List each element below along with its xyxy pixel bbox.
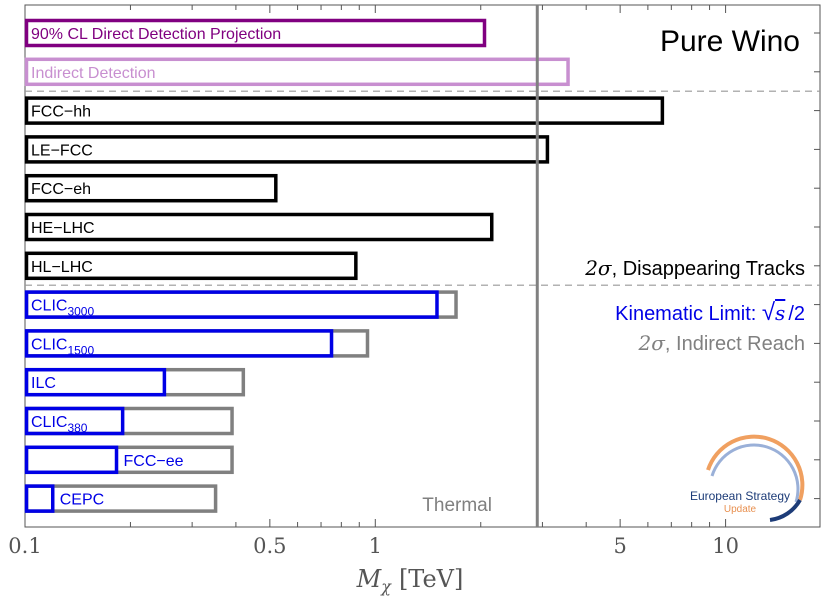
legend-kinematic-s: s: [775, 301, 785, 325]
x-axis-unit: [TeV]: [399, 565, 463, 593]
legend-kinematic-limit: Kinematic Limit: √s/2: [615, 299, 805, 326]
bar: [24, 367, 167, 397]
bar: [24, 484, 55, 513]
legend-kinematic-tail: /2: [788, 303, 805, 325]
x-tick-label: 0.5: [253, 534, 286, 558]
bar-label: FCC−eh: [31, 181, 91, 198]
logo-arc-navy: [769, 498, 802, 522]
bar-label: ILC: [31, 375, 56, 392]
indirect-reach-bar: [24, 484, 218, 513]
bar-label: CLIC3000: [31, 298, 94, 319]
bar: [24, 251, 358, 281]
bar-label: HL−LHC: [31, 259, 93, 276]
bar-label: CLIC1500: [31, 336, 94, 357]
legend-indirect-reach: 2σ, Indirect Reach: [638, 331, 805, 355]
bar-label: HE−LHC: [31, 220, 95, 237]
x-tick-label: 0.1: [8, 534, 41, 558]
bar: [24, 329, 334, 358]
bar: [24, 173, 278, 203]
bar: [24, 445, 119, 475]
indirect-reach-bar: [24, 367, 246, 397]
bar: [24, 290, 439, 319]
legend-disappearing-text: , Disappearing Tracks: [612, 258, 805, 280]
bar: [24, 406, 125, 436]
watermark-title: European Strategy: [690, 489, 790, 503]
plot-area: 0.1 0.5 1 5 10 90% CL Direct Detection Projec…: [8, 4, 821, 558]
bar: [24, 96, 665, 125]
x-tick-label: 1: [369, 534, 382, 558]
bar-label: FCC−ee: [124, 453, 184, 470]
bar-label: CLIC380: [31, 414, 88, 435]
x-axis-title: Mχ [TeV]: [356, 565, 464, 596]
bar-label: LE−FCC: [31, 142, 93, 159]
logo-arc-orange: [706, 434, 805, 501]
watermark-subtitle: Update: [724, 504, 757, 515]
bar-label: Indirect Detection: [31, 65, 156, 82]
thermal-label: Thermal: [422, 495, 492, 516]
bar-label: FCC−hh: [31, 104, 91, 121]
watermark-logo: European Strategy Update: [690, 434, 805, 522]
logo-arc-blue: [710, 443, 800, 503]
legend-indirect-sigma: 2σ: [638, 331, 667, 355]
bar: [24, 212, 494, 242]
chart-title: Pure Wino: [660, 25, 800, 58]
bar: [24, 135, 550, 164]
x-axis-var: M: [356, 565, 383, 593]
x-tick-label: 10: [712, 534, 739, 558]
legend-disappearing-sigma: 2σ: [584, 256, 613, 280]
bar: [24, 57, 570, 87]
legend-indirect-text: , Indirect Reach: [665, 333, 805, 355]
legend-disappearing-tracks: 2σ, Disappearing Tracks: [584, 256, 805, 280]
bar-label: CEPC: [60, 492, 104, 509]
bar: [24, 18, 487, 48]
x-axis-sub: χ: [380, 577, 392, 596]
x-tick-label: 5: [613, 534, 626, 558]
legend-kinematic-text: Kinematic Limit:: [615, 303, 762, 325]
bar-label: 90% CL Direct Detection Projection: [31, 26, 281, 43]
legend-kinematic-sqrt: √: [762, 299, 776, 326]
